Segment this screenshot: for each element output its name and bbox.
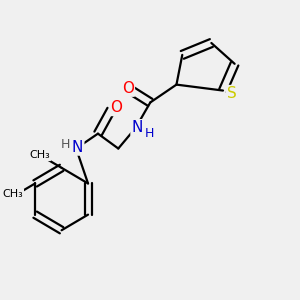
Text: H: H (60, 138, 70, 152)
Text: O: O (122, 81, 134, 96)
Text: CH₃: CH₃ (2, 189, 23, 199)
Text: CH₃: CH₃ (29, 150, 50, 160)
Text: N: N (72, 140, 83, 154)
Text: O: O (110, 100, 122, 115)
Text: H: H (145, 127, 154, 140)
Text: S: S (227, 86, 237, 101)
Text: N: N (131, 120, 143, 135)
